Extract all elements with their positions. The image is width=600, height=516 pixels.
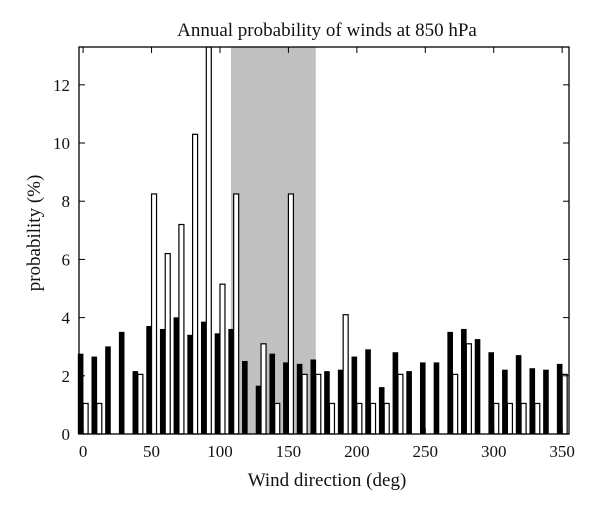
filled-bar-60 xyxy=(159,328,166,435)
open-bar-330 xyxy=(534,402,541,435)
filled-bar-240 xyxy=(406,371,412,435)
filled-bar-100 xyxy=(214,333,221,435)
open-bar-220 xyxy=(383,402,390,435)
open-bar-350 xyxy=(561,373,568,435)
filled-bar-310 xyxy=(502,369,508,435)
filled-bar-150 xyxy=(283,362,289,435)
open-bar-100 xyxy=(219,283,226,435)
open-bar-160 xyxy=(301,373,308,435)
filled-bar-30 xyxy=(118,331,125,435)
open-bar-180 xyxy=(328,402,336,435)
x-tick-label-50: 50 xyxy=(143,442,160,461)
y-tick-label-6: 6 xyxy=(62,250,71,269)
filled-bar-340 xyxy=(543,369,549,435)
x-tick-label-100: 100 xyxy=(207,442,233,461)
x-tick-label-250: 250 xyxy=(413,442,439,461)
filled-bar-50 xyxy=(146,326,152,435)
filled-bar-280 xyxy=(461,328,467,435)
open-bar-270 xyxy=(452,373,459,435)
y-tick-label-0: 0 xyxy=(62,425,71,444)
open-bar-310 xyxy=(506,402,514,435)
open-bar-0 xyxy=(82,402,89,435)
filled-bar-10 xyxy=(91,356,98,435)
y-tick-label-4: 4 xyxy=(62,309,71,328)
filled-bar-20 xyxy=(105,346,111,435)
open-bar-110 xyxy=(233,193,240,435)
plot-area: 0 50 100 150 200 250 300 350 0 2 4 6 8 10 12 xyxy=(53,46,575,461)
filled-bar-140 xyxy=(269,353,276,435)
x-tick-label-0: 0 xyxy=(79,442,88,461)
filled-bar-250 xyxy=(419,362,426,435)
filled-bar-220 xyxy=(378,387,385,435)
open-bar-140 xyxy=(274,402,281,435)
filled-bar-300 xyxy=(488,352,495,435)
filled-bar-210 xyxy=(365,349,371,435)
y-tick-label-8: 8 xyxy=(62,192,71,211)
open-bar-210 xyxy=(369,402,377,435)
filled-bar-190 xyxy=(337,369,344,435)
open-bar-90 xyxy=(205,46,212,435)
open-bar-150 xyxy=(287,193,295,435)
y-tick-label-12: 12 xyxy=(53,76,70,95)
open-bar-70 xyxy=(178,223,185,435)
open-bar-230 xyxy=(397,373,404,435)
filled-bar-260 xyxy=(433,362,440,435)
open-bar-170 xyxy=(315,373,322,435)
x-tick-label-350: 350 xyxy=(549,442,575,461)
y-tick-label-10: 10 xyxy=(53,134,70,153)
filled-bar-130 xyxy=(255,385,262,435)
filled-bar-320 xyxy=(515,355,522,435)
chart-title: Annual probability of winds at 850 hPa xyxy=(177,20,477,41)
plot-frame xyxy=(78,46,570,435)
filled-bar-110 xyxy=(228,328,234,435)
filled-bar-230 xyxy=(392,352,399,435)
open-bar-50 xyxy=(150,193,158,435)
filled-bar-80 xyxy=(187,334,193,435)
filled-bar-350 xyxy=(556,363,563,435)
filled-bar-160 xyxy=(296,363,303,435)
filled-bar-180 xyxy=(324,371,330,435)
open-bar-190 xyxy=(342,314,349,435)
x-tick-label-200: 200 xyxy=(344,442,370,461)
filled-bar-40 xyxy=(132,371,139,435)
x-tick-label-300: 300 xyxy=(481,442,507,461)
open-bar-300 xyxy=(493,402,500,435)
open-bar-60 xyxy=(164,252,171,435)
filled-bar-330 xyxy=(529,368,536,435)
filled-bar-270 xyxy=(447,331,453,435)
open-bar-40 xyxy=(137,373,144,435)
open-bar-80 xyxy=(192,133,199,435)
x-axis-title: Wind direction (deg) xyxy=(248,470,407,491)
x-tick-label-150: 150 xyxy=(276,442,302,461)
filled-bar-90 xyxy=(200,321,207,435)
y-axis-title: probability (%) xyxy=(24,175,45,292)
open-bar-280 xyxy=(465,343,472,435)
filled-bar-170 xyxy=(310,359,317,435)
open-bar-10 xyxy=(96,402,103,435)
y-tick-label-2: 2 xyxy=(62,367,71,386)
filled-bar-290 xyxy=(474,339,481,435)
filled-bar-120 xyxy=(242,360,248,435)
filled-bar-200 xyxy=(351,356,358,435)
open-bar-320 xyxy=(520,402,527,435)
open-bar-130 xyxy=(260,343,267,435)
filled-bar-70 xyxy=(173,317,180,435)
open-bar-200 xyxy=(356,402,363,435)
